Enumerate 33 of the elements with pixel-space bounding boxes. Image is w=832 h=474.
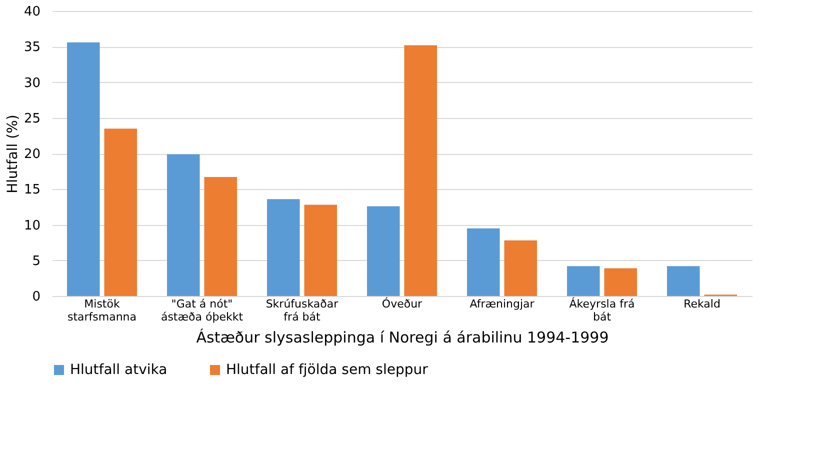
y-tick-label: 15 [24,182,40,198]
bar [404,45,437,296]
x-tick-label: "Gat á nót" ástæða óþekkt [160,298,244,324]
y-tick-label: 20 [24,147,40,162]
x-tick-label: Rekald [684,298,720,310]
bar [604,268,637,296]
bar [367,206,400,296]
bar [267,199,300,296]
x-axis-title: Ástæður slysasleppinga í Noregi á árabilinu 1994-1999 [196,328,609,346]
bar [567,266,600,296]
bar [167,154,200,296]
bar [104,128,137,296]
y-tick-label: 0 [32,290,40,304]
y-axis-title: Hlutfall (%) [4,114,21,194]
x-tick-label: Óveður [382,296,423,310]
legend-label: Hlutfall af fjölda sem sleppur [226,362,428,378]
y-tick-label: 40 [24,4,40,20]
y-tick-label: 30 [24,76,40,91]
y-tick-label: 10 [24,218,40,234]
bar [204,177,237,296]
bar [67,42,100,296]
bar [304,204,337,296]
y-tick-label: 5 [32,254,40,269]
legend-label: Hlutfall atvika [70,362,168,378]
x-tick-label: Skrúfuskaðar frá bát [266,298,339,324]
x-tick-label: Mistök starfsmanna [67,298,137,324]
bar [504,240,537,296]
y-tick-label: 35 [24,40,40,56]
bar [467,228,500,296]
x-tick-label: Afræningjar [470,298,535,310]
x-tick-label: Ákeyrsla frá bát [569,296,635,324]
y-tick-label: 25 [24,111,40,126]
bar [667,266,700,296]
